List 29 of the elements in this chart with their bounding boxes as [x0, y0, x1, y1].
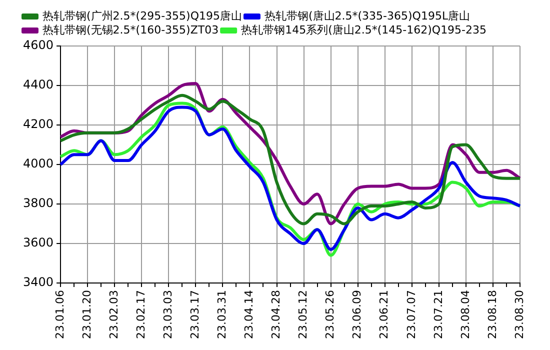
y-tick-label: 4600: [22, 38, 54, 52]
y-tick-label: 3400: [22, 275, 54, 290]
x-tick-label: 23.08.04: [458, 290, 472, 339]
x-tick-label: 23.08.18: [486, 290, 499, 339]
legend-label: 热轧带钢(唐山2.5*(335-365)Q195L唐山: [264, 9, 470, 22]
x-tick-label: 23.03.03: [162, 290, 175, 339]
x-tick-label: 23.05.12: [296, 290, 310, 339]
x-tick-label: 23.03.17: [188, 290, 202, 339]
legend-label: 热轧带钢145系列(唐山2.5*(145-162)Q195-235: [241, 23, 487, 36]
x-tick-label: 23.08.30: [512, 290, 526, 339]
x-tick-label: 23.06.21: [378, 290, 391, 339]
legend-label: 热轧带钢(广州2.5*(295-355)Q195唐山: [42, 9, 242, 22]
x-tick-label: 23.05.26: [324, 290, 337, 339]
y-tick-label: 3600: [22, 236, 54, 250]
y-tick-label: 4000: [22, 156, 54, 171]
y-tick-label: 4200: [22, 117, 54, 132]
x-tick-label: 23.06.09: [350, 290, 364, 339]
y-tick-label: 4400: [22, 78, 54, 92]
x-tick-label: 23.04.28: [270, 290, 283, 339]
x-tick-label: 23.03.31: [216, 290, 229, 339]
x-tick-label: 23.01.06: [53, 290, 66, 339]
x-tick-label: 23.02.17: [134, 290, 148, 339]
x-tick-label: 23.01.20: [80, 290, 94, 339]
legend-label: 热轧带钢(无锡2.5*(160-355)ZT03: [42, 23, 219, 36]
y-tick-label: 3800: [22, 196, 54, 210]
x-tick-label: 23.04.14: [242, 290, 256, 339]
x-tick-label: 23.02.03: [107, 290, 120, 339]
x-tick-label: 23.07.07: [404, 290, 418, 339]
x-tick-label: 23.07.21: [432, 290, 445, 339]
